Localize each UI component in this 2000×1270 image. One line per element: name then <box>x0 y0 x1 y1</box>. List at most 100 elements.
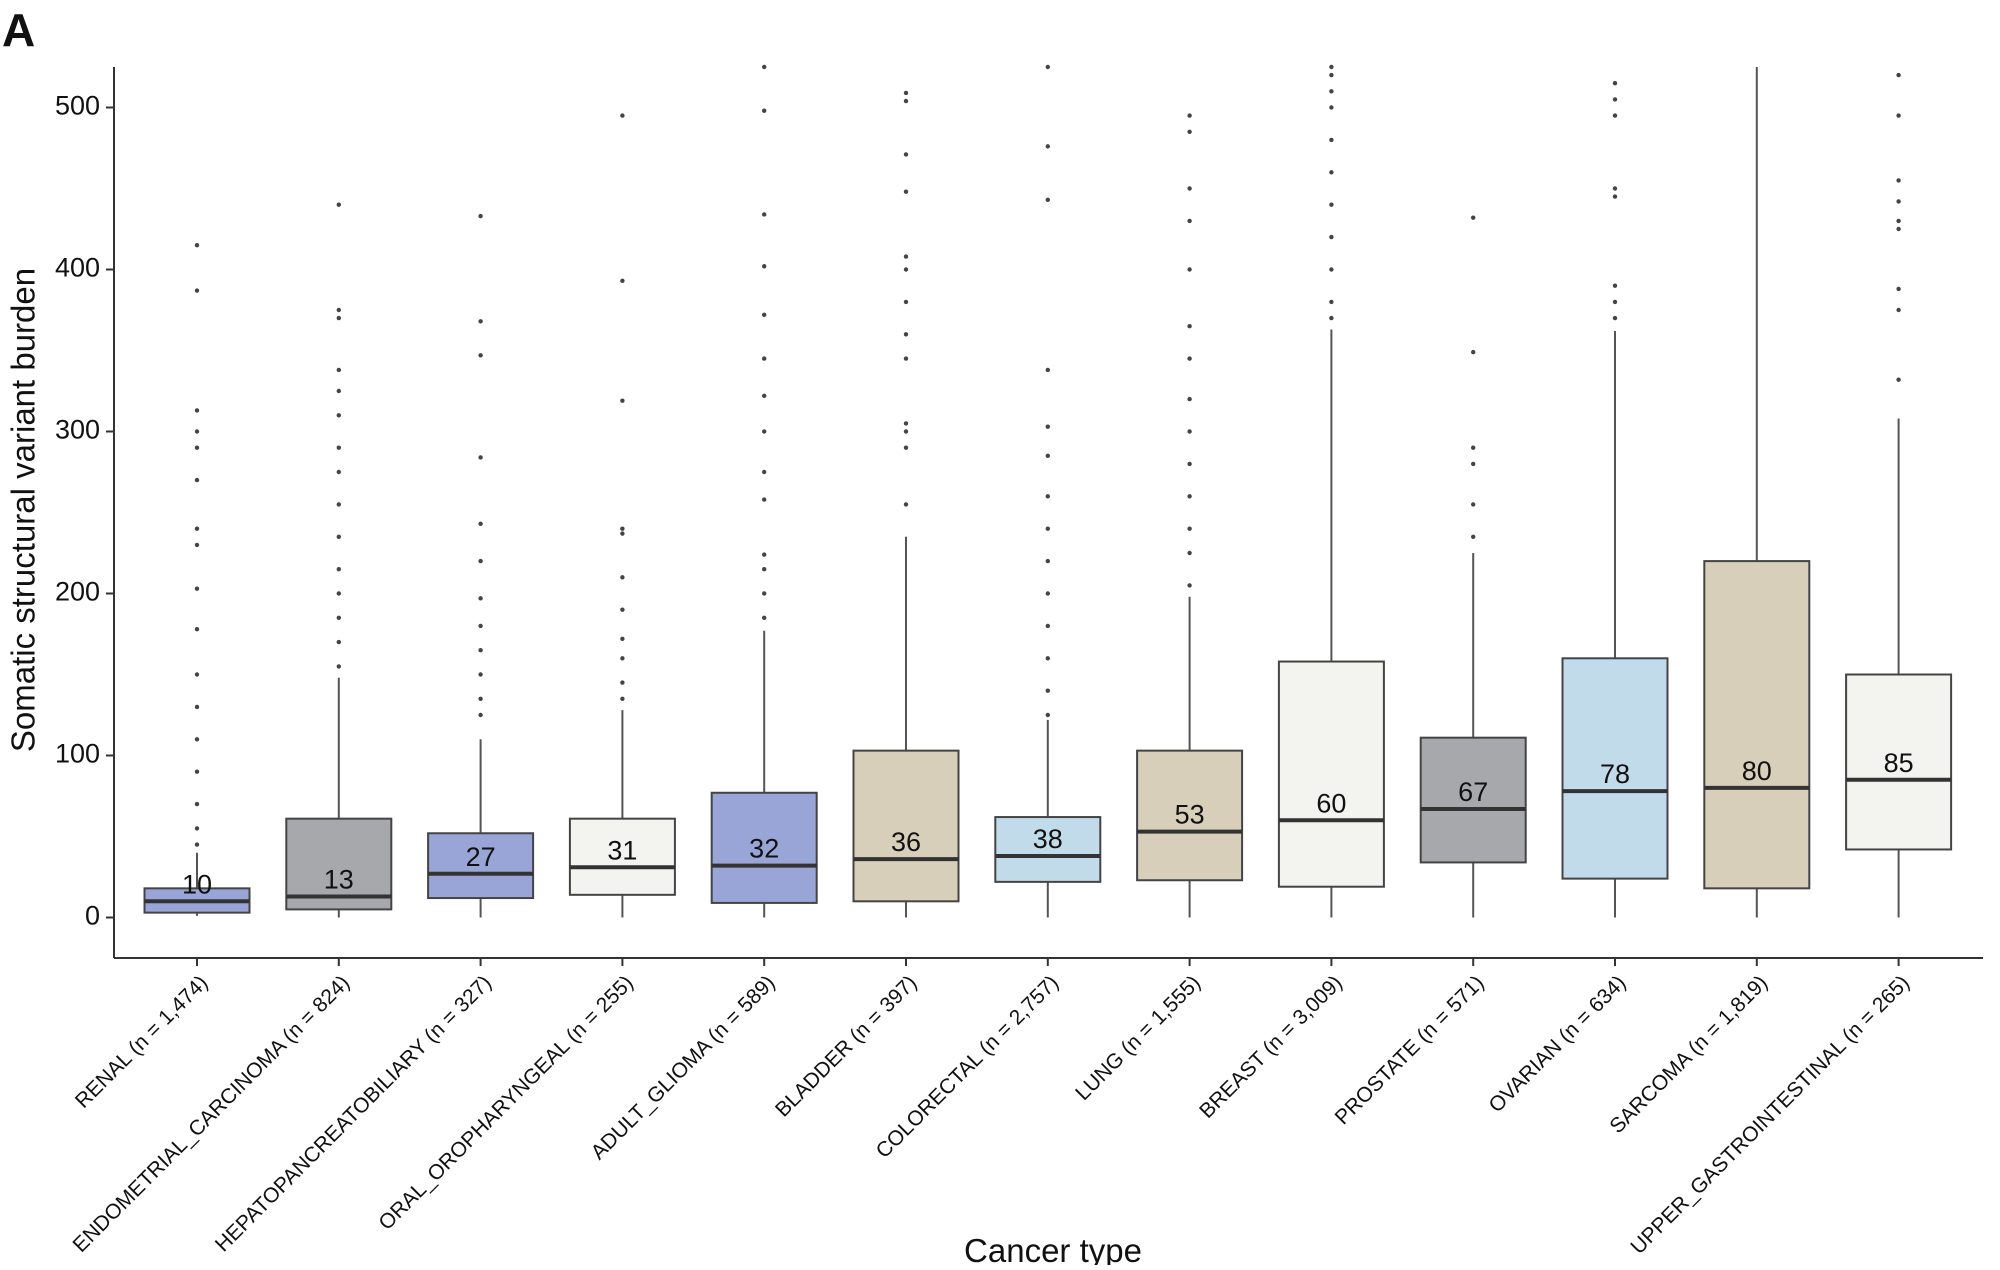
x-axis-title: Cancer type <box>964 1232 1142 1265</box>
median-label: 38 <box>1033 824 1063 854</box>
outlier <box>1045 64 1051 70</box>
outlier <box>1187 324 1192 329</box>
y-tick-label: 200 <box>55 577 100 607</box>
x-tick-label: RENAL (n = 1,474) <box>71 971 213 1113</box>
outlier <box>620 531 625 536</box>
box <box>710 791 818 904</box>
outlier <box>1471 349 1476 355</box>
outlier <box>1045 712 1051 718</box>
box <box>285 817 393 911</box>
outlier <box>1612 97 1618 102</box>
outlier <box>1045 656 1051 661</box>
outlier <box>1471 215 1476 220</box>
x-tick-label: ORAL_OROPHARYNGEAL (n = 255) <box>374 971 637 1234</box>
outlier <box>620 696 625 701</box>
outlier <box>620 398 625 403</box>
outlier <box>478 521 483 527</box>
outlier <box>620 278 625 284</box>
outlier <box>903 445 909 450</box>
outlier <box>336 315 341 321</box>
box <box>1845 673 1953 851</box>
outlier <box>478 712 483 718</box>
x-tick-label: BREAST (n = 3,009) <box>1195 971 1347 1123</box>
outlier <box>336 534 341 539</box>
outlier <box>194 737 200 742</box>
outlier <box>478 623 483 629</box>
outlier <box>194 408 200 413</box>
box <box>1703 560 1811 890</box>
outlier <box>478 353 483 358</box>
outlier <box>620 636 625 642</box>
outlier <box>1045 591 1051 596</box>
outlier <box>1612 186 1618 191</box>
outlier <box>478 696 483 701</box>
outlier <box>1187 461 1192 467</box>
outlier <box>762 393 767 399</box>
outlier <box>1329 137 1334 143</box>
outlier <box>194 769 200 774</box>
x-tick-label: PROSTATE (n = 571) <box>1331 971 1489 1129</box>
outlier <box>336 413 341 418</box>
outlier <box>620 656 625 661</box>
outlier <box>762 615 767 620</box>
x-tick-label: BLADDER (n = 397) <box>771 971 921 1121</box>
outlier <box>1329 299 1334 305</box>
outlier <box>194 477 200 483</box>
outlier <box>336 367 341 373</box>
outlier <box>194 801 200 807</box>
box <box>427 832 535 900</box>
median-label: 67 <box>1458 777 1488 807</box>
outlier <box>194 288 200 293</box>
outlier <box>1896 286 1901 292</box>
x-tick-label: LUNG (n = 1,555) <box>1071 971 1205 1105</box>
outlier <box>1612 194 1618 199</box>
outlier <box>336 567 341 572</box>
outlier <box>194 526 200 531</box>
outlier <box>1045 144 1051 149</box>
y-tick-label: 500 <box>55 91 100 121</box>
outlier <box>1329 202 1334 207</box>
outlier <box>1612 299 1618 305</box>
outlier <box>478 672 483 677</box>
outlier <box>1329 234 1334 240</box>
outlier <box>1612 113 1618 118</box>
outlier <box>903 429 909 434</box>
outlier <box>1471 534 1476 539</box>
outlier <box>336 591 341 596</box>
outlier <box>194 586 200 591</box>
outlier <box>620 680 625 685</box>
outlier <box>478 596 483 601</box>
outlier <box>1045 367 1051 373</box>
outlier <box>1612 81 1618 86</box>
box <box>568 817 676 896</box>
outlier <box>478 319 483 324</box>
outlier <box>762 64 767 70</box>
outlier <box>1045 558 1051 564</box>
median-label: 60 <box>1316 788 1346 818</box>
median-label: 78 <box>1600 759 1630 789</box>
median-label: 10 <box>182 869 212 899</box>
outlier <box>1187 129 1192 134</box>
outlier <box>903 299 909 305</box>
median-label: 32 <box>749 834 779 864</box>
outlier <box>1187 526 1192 531</box>
outlier <box>762 264 767 269</box>
outlier <box>194 704 200 710</box>
y-axis-title: Somatic structural variant burden <box>5 268 42 752</box>
outlier <box>1329 89 1334 94</box>
box <box>1561 657 1669 880</box>
outlier <box>1329 105 1334 110</box>
x-tick-label: ENDOMETRIAL_CARCINOMA (n = 824) <box>69 971 355 1257</box>
x-tick-label: SARCOMA (n = 1,819) <box>1605 971 1772 1138</box>
box <box>1277 660 1385 888</box>
outlier <box>903 421 909 426</box>
outlier <box>762 356 767 361</box>
outlier <box>478 455 483 460</box>
outlier <box>194 672 200 677</box>
outlier <box>1187 113 1192 118</box>
x-tick-label: UPPER_GASTROINTESTINAL (n = 265) <box>1626 971 1914 1259</box>
outlier <box>903 332 909 337</box>
y-tick-label: 400 <box>55 253 100 283</box>
outlier <box>194 542 200 548</box>
outlier <box>1612 315 1618 321</box>
